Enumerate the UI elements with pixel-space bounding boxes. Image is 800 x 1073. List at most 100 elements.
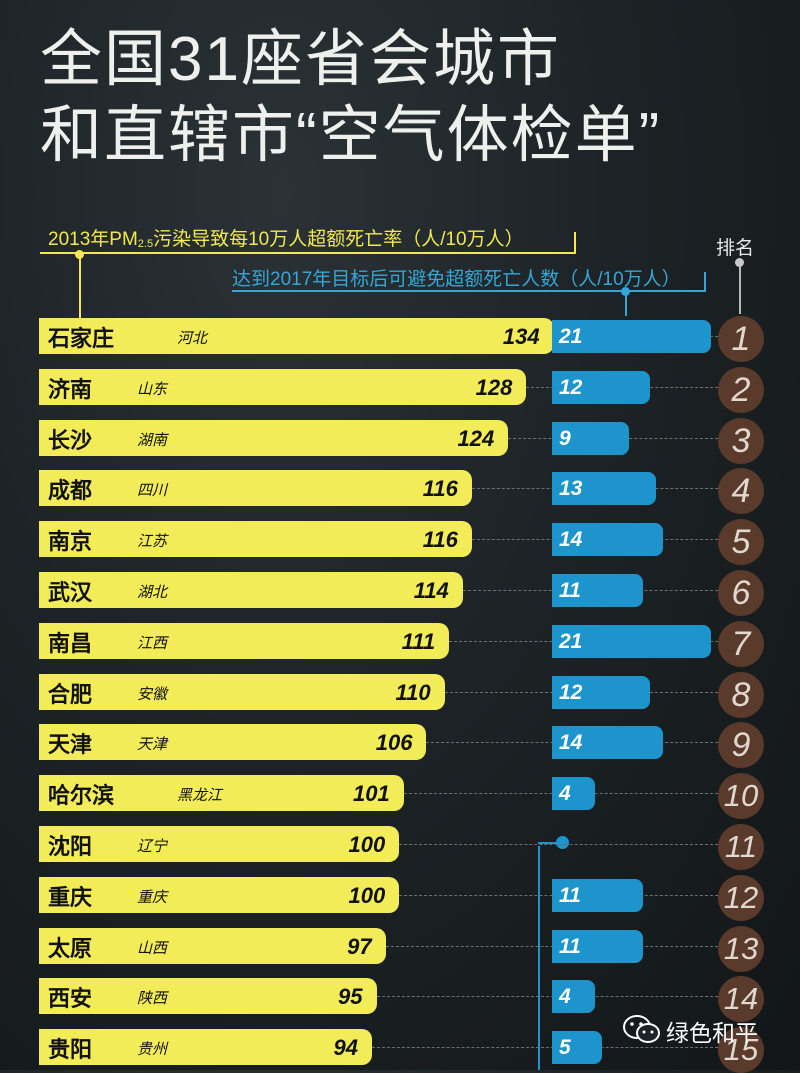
city-name: 合肥 bbox=[48, 681, 93, 707]
rank-number: 12 bbox=[723, 879, 759, 915]
avoidable-value: 14 bbox=[559, 528, 583, 552]
chart-row: 南昌 江西 111 21 7 bbox=[0, 620, 800, 667]
death-rate-bar: 贵阳 贵州 94 bbox=[39, 1029, 372, 1066]
death-rate-value: 111 bbox=[401, 628, 436, 654]
rank-number: 9 bbox=[731, 726, 751, 765]
province-name: 湖北 bbox=[137, 584, 168, 601]
death-rate-value: 95 bbox=[338, 984, 363, 1010]
death-rate-bar: 太原 山西 97 bbox=[39, 927, 386, 964]
death-rate-value: 100 bbox=[348, 882, 386, 908]
legend-death-rate-tick bbox=[574, 232, 576, 254]
death-rate-bar: 天津 天津 106 bbox=[39, 724, 427, 761]
avoidable-bar: 4 bbox=[552, 777, 596, 811]
death-rate-bar: 哈尔滨 黑龙江 101 bbox=[39, 775, 404, 812]
city-name: 哈尔滨 bbox=[48, 783, 115, 809]
legend-avoidable-underline bbox=[232, 290, 706, 292]
legend-death-rate-underline bbox=[40, 252, 576, 254]
province-name: 贵州 bbox=[137, 1041, 168, 1059]
death-rate-bar: 南昌 江西 111 bbox=[39, 622, 450, 659]
chart-row: 重庆 重庆 100 11 12 bbox=[0, 874, 800, 921]
legend-death-rate-connector bbox=[79, 254, 81, 318]
death-rate-value: 116 bbox=[422, 527, 458, 553]
wechat-icon bbox=[623, 1015, 660, 1043]
avoidable-value: 11 bbox=[559, 883, 581, 907]
avoidable-bar: 21 bbox=[552, 624, 711, 658]
city-name: 太原 bbox=[48, 935, 93, 961]
chart-row: 石家庄 河北 134 21 1 bbox=[0, 316, 800, 362]
chart-row: 贵阳 贵州 94 5 15 bbox=[0, 1027, 800, 1073]
shenyang-marker-stub bbox=[538, 842, 562, 844]
province-name: 黑龙江 bbox=[177, 787, 223, 805]
province-name: 山西 bbox=[137, 939, 168, 957]
avoidable-value: 12 bbox=[559, 680, 583, 704]
province-name: 山东 bbox=[137, 380, 168, 398]
province-name: 江西 bbox=[137, 634, 168, 652]
city-name: 贵阳 bbox=[48, 1037, 93, 1063]
avoidable-bar: 9 bbox=[552, 421, 630, 455]
death-rate-value: 114 bbox=[413, 578, 449, 603]
avoidable-value: 11 bbox=[559, 579, 581, 602]
rank-circle bbox=[718, 874, 764, 921]
death-rate-value: 100 bbox=[348, 832, 386, 857]
shenyang-marker-dot bbox=[556, 836, 569, 849]
death-rate-bar: 合肥 安徽 110 bbox=[39, 673, 445, 710]
death-rate-bar: 西安 陕西 95 bbox=[39, 978, 377, 1015]
province-name: 陕西 bbox=[137, 990, 168, 1008]
city-name: 天津 bbox=[48, 732, 93, 758]
avoidable-bar: 4 bbox=[552, 980, 596, 1014]
rank-circle bbox=[718, 1027, 764, 1073]
death-rate-value: 97 bbox=[347, 933, 372, 959]
death-rate-bar: 石家庄 河北 134 bbox=[39, 318, 554, 354]
avoidable-bar: 13 bbox=[552, 472, 657, 506]
avoidable-bar: 5 bbox=[552, 1031, 602, 1065]
title-line-1: 全国31座省会城市 bbox=[40, 25, 561, 94]
death-rate-value: 124 bbox=[457, 425, 495, 451]
avoidable-value: 11 bbox=[559, 934, 581, 958]
legend-avoidable-dot bbox=[621, 287, 630, 296]
rank-circle bbox=[718, 316, 764, 362]
chart-row: 南京 江苏 116 14 5 bbox=[0, 519, 800, 566]
chart-row: 西安 陕西 95 4 14 bbox=[0, 976, 800, 1023]
rank-circle bbox=[718, 570, 764, 616]
province-name: 安徽 bbox=[137, 685, 168, 703]
legend-death-rate-suffix: 污染导致每10万人超额死亡率（人/10万人） bbox=[153, 229, 524, 250]
page-title: 全国31座省会城市 和直辖市“空气体检单” bbox=[40, 22, 661, 174]
rank-number: 1 bbox=[731, 320, 751, 358]
watermark-text: 绿色和平 bbox=[666, 1020, 758, 1046]
chart-row: 太原 山西 97 11 13 bbox=[0, 925, 800, 972]
rank-circle bbox=[718, 824, 764, 870]
avoidable-value: 21 bbox=[559, 629, 583, 653]
rank-circle bbox=[718, 773, 764, 820]
avoidable-bar: 11 bbox=[552, 574, 643, 607]
avoidable-bar: 14 bbox=[552, 523, 664, 557]
avoidable-bar: 12 bbox=[552, 370, 650, 404]
death-rate-bar: 沈阳 辽宁 100 bbox=[39, 826, 400, 862]
rank-circle bbox=[718, 519, 764, 566]
rank-leader-line bbox=[385, 945, 718, 947]
province-name: 江苏 bbox=[137, 533, 168, 551]
avoidable-value: 14 bbox=[559, 731, 583, 755]
avoidable-value: 5 bbox=[559, 1036, 571, 1060]
rank-number: 13 bbox=[723, 930, 759, 966]
death-rate-bar: 武汉 湖北 114 bbox=[39, 572, 463, 608]
city-name: 济南 bbox=[48, 376, 93, 402]
chart-row: 哈尔滨 黑龙江 101 4 10 bbox=[0, 773, 800, 820]
rank-number: 3 bbox=[731, 421, 751, 460]
avoidable-value: 4 bbox=[559, 985, 571, 1009]
death-rate-bar: 南京 江苏 116 bbox=[39, 521, 472, 558]
rank-number: 5 bbox=[731, 523, 751, 562]
rank-header: 排名 bbox=[716, 238, 755, 259]
chart-row: 沈阳 辽宁 100 11 bbox=[0, 824, 800, 870]
avoidable-value: 13 bbox=[559, 477, 583, 501]
city-name: 南京 bbox=[48, 529, 93, 555]
city-name: 石家庄 bbox=[48, 326, 115, 351]
chart-row: 天津 天津 106 14 9 bbox=[0, 722, 800, 769]
shenyang-marker-line bbox=[538, 846, 540, 1070]
chart-row: 成都 四川 116 13 4 bbox=[0, 468, 800, 515]
rank-circle bbox=[718, 620, 764, 667]
avoidable-bar: 11 bbox=[552, 878, 643, 912]
rank-leader-line bbox=[399, 844, 718, 845]
rank-number: 2 bbox=[731, 370, 751, 409]
city-name: 成都 bbox=[48, 478, 93, 504]
